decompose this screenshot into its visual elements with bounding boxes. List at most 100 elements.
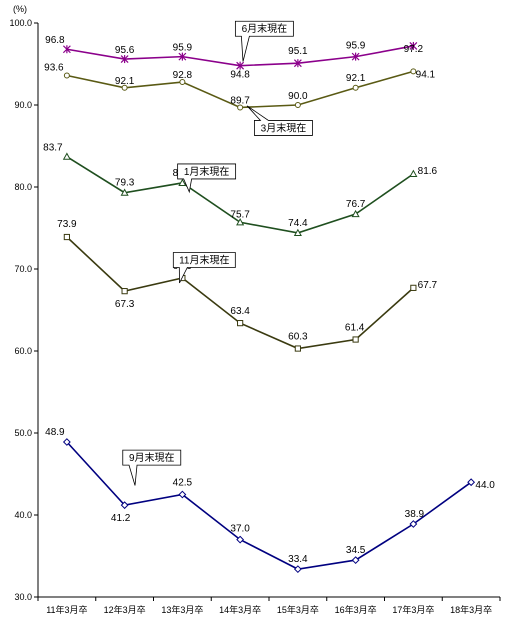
callout: 9月末現在 — [122, 449, 182, 486]
data-point — [409, 41, 418, 50]
callout: 1月末現在 — [177, 163, 237, 194]
data-point — [121, 288, 128, 295]
y-tick-label: 100.0 — [9, 18, 32, 28]
x-tick-label: 12年3月卒 — [104, 604, 146, 615]
data-point — [352, 84, 359, 91]
x-tick-label: 15年3月卒 — [277, 604, 319, 615]
data-label: 48.9 — [45, 427, 65, 438]
data-label: 95.6 — [115, 45, 135, 56]
data-label: 93.6 — [44, 62, 64, 73]
callout: 11月末現在 — [172, 252, 236, 284]
data-point — [120, 55, 129, 64]
data-point — [237, 320, 244, 327]
series-line — [66, 441, 472, 570]
data-point — [293, 228, 302, 236]
data-label: 94.1 — [416, 69, 436, 80]
callout-label: 1月末現在 — [184, 165, 230, 178]
data-point — [293, 59, 302, 68]
data-label: 95.1 — [288, 46, 308, 57]
data-point — [62, 438, 71, 446]
data-label: 81.6 — [418, 166, 438, 177]
data-label: 63.4 — [230, 306, 250, 317]
data-point — [120, 188, 129, 196]
callouts: 6月末現在 3月末現在 1月末現在 11月末現在 9月末現在 — [122, 20, 313, 486]
data-point — [178, 490, 187, 499]
data-labels: 96.8 95.6 95.9 94.8 95.1 95.9 97.2 93.6 92.1 92.8… — [43, 35, 495, 565]
callout-label: 9月末現在 — [129, 451, 175, 464]
data-label: 67.7 — [418, 280, 438, 291]
data-label: 61.4 — [345, 323, 365, 334]
data-label: 83.7 — [43, 143, 63, 154]
data-label: 75.7 — [230, 209, 250, 220]
data-point — [178, 178, 187, 186]
data-point — [294, 102, 301, 108]
data-label: 73.9 — [57, 219, 77, 230]
x-tick-label: 11年3月卒 — [46, 604, 87, 615]
y-tick-label: 30.0 — [14, 592, 32, 602]
data-label: 90.0 — [288, 91, 308, 102]
data-point — [120, 501, 129, 510]
data-label: 42.5 — [173, 478, 193, 489]
data-label: 37.0 — [230, 524, 250, 535]
data-point — [467, 478, 476, 487]
callout-label: 6月末現在 — [242, 22, 288, 35]
data-label: 95.9 — [346, 41, 366, 52]
callout-box — [234, 20, 294, 62]
data-point — [410, 284, 417, 291]
data-point — [62, 45, 71, 54]
data-label: 67.3 — [115, 299, 135, 310]
data-point — [237, 104, 244, 111]
data-point — [351, 209, 360, 218]
data-label: 92.1 — [346, 73, 366, 84]
data-label: 34.5 — [346, 545, 366, 556]
series-layer — [62, 41, 476, 574]
data-label: 74.4 — [288, 218, 308, 229]
data-point — [62, 152, 71, 160]
data-label: 97.2 — [404, 44, 424, 55]
data-label: 33.4 — [288, 554, 308, 565]
data-point — [352, 336, 359, 343]
y-tick-label: 60.0 — [14, 346, 32, 356]
callout-label: 11月末現在 — [179, 253, 229, 266]
x-tick-label: 13年3月卒 — [161, 604, 203, 615]
data-point — [236, 535, 245, 544]
y-tick-label: 40.0 — [14, 510, 32, 520]
data-point — [63, 233, 70, 241]
data-label: 79.3 — [115, 178, 135, 189]
y-tick-label: 90.0 — [14, 100, 32, 110]
data-label: 38.9 — [405, 509, 425, 520]
data-point — [410, 68, 417, 75]
data-label: 92.8 — [173, 70, 193, 81]
data-label: 94.8 — [230, 70, 250, 81]
callout-box — [246, 105, 313, 136]
callout-label: 3月末現在 — [261, 121, 307, 134]
data-label: 60.3 — [288, 332, 308, 343]
data-label: 76.7 — [346, 199, 366, 210]
data-point — [63, 72, 70, 79]
y-unit-label: (%) — [13, 4, 27, 14]
data-point — [236, 61, 245, 70]
data-point — [351, 52, 360, 61]
callout: 3月末現在 — [246, 105, 313, 136]
y-tick-label: 50.0 — [14, 428, 32, 438]
data-point — [409, 169, 418, 177]
data-label: 95.9 — [173, 43, 193, 54]
x-tick-label: 17年3月卒 — [392, 604, 434, 615]
callout-box — [177, 163, 237, 194]
data-label: 44.0 — [475, 480, 495, 491]
data-label: 96.8 — [45, 35, 65, 46]
axes: (%) 30.0 40.0 50.0 60.0 70.0 80.0 90.0 100.0 11年3… — [9, 4, 501, 615]
callout-box — [122, 449, 182, 486]
data-point — [179, 79, 186, 86]
data-label: 89.7 — [230, 95, 250, 106]
y-tick-label: 80.0 — [14, 182, 32, 192]
data-point — [121, 84, 128, 91]
y-tick-label: 70.0 — [14, 264, 32, 274]
x-tick-label: 16年3月卒 — [335, 604, 377, 615]
data-point — [178, 52, 187, 61]
callout: 6月末現在 — [234, 20, 294, 62]
data-point — [351, 556, 360, 565]
x-tick-label: 14年3月卒 — [219, 604, 261, 615]
data-label: 92.1 — [115, 76, 135, 87]
